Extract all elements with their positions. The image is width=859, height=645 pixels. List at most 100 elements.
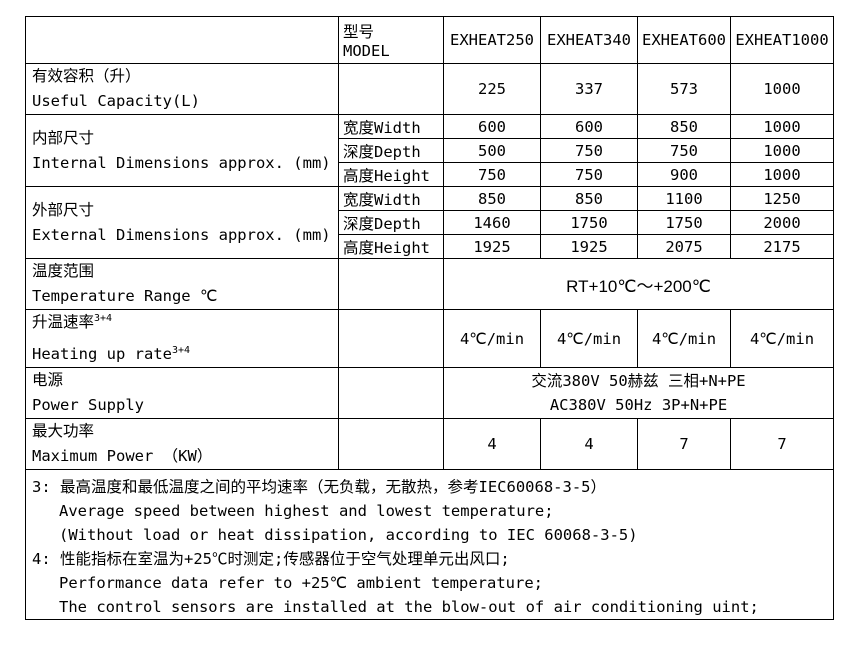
external-width-value: 850 [443,186,541,211]
external-depth-value: 2000 [730,210,834,235]
external-depth-value: 1750 [637,210,731,235]
internal-label-en: Internal Dimensions approx. (mm) [32,153,331,172]
external-depth-row: 深度Depth 1460 1750 1750 2000 [26,210,834,235]
internal-dimensions-label-cell: 内部尺寸 Internal Dimensions approx. (mm) [25,114,339,187]
footnotes-row: 3: 最高温度和最低温度之间的平均速率（无负载，无散热，参考IEC60068-3… [25,469,834,620]
footnote-4-line-en-2: The control sensors are installed at the… [59,598,759,616]
heating-rate-value: 4℃/min [540,309,638,368]
internal-width-label: 宽度Width [338,114,444,139]
internal-height-label: 高度Height [338,162,444,187]
external-width-row: 外部尺寸 External Dimensions approx. (mm) 宽度… [25,186,834,259]
power-supply-value-cell: 交流380V 50赫兹 三相+N+PE AC380V 50Hz 3P+N+PE [443,367,834,419]
power-supply-row: 电源 Power Supply 交流380V 50赫兹 三相+N+PE AC38… [25,367,834,419]
external-depth-value: 1460 [443,210,541,235]
power-supply-label-cell: 电源 Power Supply [25,367,339,419]
internal-width-value: 1000 [730,114,834,139]
capacity-label-cn: 有效容积（升） [32,67,141,85]
footnote-4-line-cn: 4: 性能指标在室温为+25℃时测定;传感器位于空气处理单元出风口; [32,550,510,568]
external-height-value: 1925 [443,234,541,259]
external-width-value: 850 [540,186,638,211]
internal-height-value: 750 [443,162,541,187]
max-power-label-cn: 最大功率 [32,422,95,440]
temperature-label-en: Temperature Range ℃ [32,287,218,305]
internal-depth-value: 750 [540,138,638,163]
internal-depth-value: 500 [443,138,541,163]
power-sub-empty-cell [338,367,444,419]
internal-height-row: 高度Height 750 750 900 1000 [26,162,834,187]
internal-height-value: 750 [540,162,638,187]
external-width-value: 1100 [637,186,731,211]
internal-width-value: 600 [443,114,541,139]
power-label-cn: 电源 [32,371,64,389]
external-height-value: 2175 [730,234,834,259]
external-label-en: External Dimensions approx. (mm) [32,225,331,244]
internal-width-row: 内部尺寸 Internal Dimensions approx. (mm) 宽度… [25,114,834,187]
heating-footnote-ref: 3+4 [94,312,113,324]
internal-depth-label: 深度Depth [338,138,444,163]
heating-rate-value: 4℃/min [443,309,541,368]
temperature-label-cn: 温度范围 [32,262,95,280]
capacity-value: 1000 [730,63,834,115]
external-height-row: 高度Height 1925 1925 2075 2175 [26,234,834,259]
capacity-sub-empty-cell [338,63,444,115]
temperature-label-cell: 温度范围 Temperature Range ℃ [25,258,339,310]
header-row: 型号 MODEL EXHEAT250 EXHEAT340 EXHEAT600 E… [25,16,834,64]
external-width-label: 宽度Width [338,186,444,211]
model-label-cell: 型号 MODEL [338,16,444,64]
max-power-value: 7 [730,418,834,470]
max-power-label-cell: 最大功率 Maximum Power （KW） [25,418,339,470]
model-name-exheat340: EXHEAT340 [540,16,638,64]
model-label-cn: 型号 [343,23,375,41]
max-power-value: 4 [540,418,638,470]
heating-footnote-ref: 3+4 [171,344,191,356]
header-empty-cell [25,16,339,64]
internal-depth-row: 深度Depth 500 750 750 1000 [26,138,834,163]
heating-label-en: Heating up rate3+4 [32,344,191,363]
max-power-sub-empty-cell [338,418,444,470]
internal-height-value: 900 [637,162,731,187]
external-height-label: 高度Height [338,234,444,259]
external-width-value: 1250 [730,186,834,211]
model-label-en: MODEL [343,42,390,60]
internal-depth-value: 1000 [730,138,834,163]
footnote-3-line-en-2: (Without load or heat dissipation, accor… [59,526,638,544]
external-height-value: 1925 [540,234,638,259]
capacity-value: 573 [637,63,731,115]
heating-rate-value: 4℃/min [730,309,834,368]
heating-rate-row: 升温速率3+4 Heating up rate3+4 4℃/min 4℃/min… [25,309,834,368]
model-name-exheat1000: EXHEAT1000 [730,16,834,64]
capacity-label-cell: 有效容积（升） Useful Capacity(L) [25,63,339,115]
max-power-label-en: Maximum Power （KW） [32,447,213,465]
internal-label-cn: 内部尺寸 [32,128,95,147]
heating-label-cn: 升温速率3+4 [32,312,113,331]
model-name-exheat600: EXHEAT600 [637,16,731,64]
external-depth-label: 深度Depth [338,210,444,235]
capacity-value: 337 [540,63,638,115]
external-label-cn: 外部尺寸 [32,200,95,219]
max-power-value: 7 [637,418,731,470]
footnote-3-line-cn: 3: 最高温度和最低温度之间的平均速率（无负载，无散热，参考IEC60068-3… [32,478,606,496]
spec-table: 型号 MODEL EXHEAT250 EXHEAT340 EXHEAT600 E… [25,16,834,620]
internal-width-value: 850 [637,114,731,139]
capacity-value: 225 [443,63,541,115]
internal-height-value: 1000 [730,162,834,187]
power-label-en: Power Supply [32,396,144,414]
external-height-value: 2075 [637,234,731,259]
heating-sub-empty-cell [338,309,444,368]
max-power-value: 4 [443,418,541,470]
model-name-exheat250: EXHEAT250 [443,16,541,64]
internal-width-value: 600 [540,114,638,139]
max-power-row: 最大功率 Maximum Power （KW） 4 4 7 7 [25,418,834,470]
internal-depth-value: 750 [637,138,731,163]
heating-rate-value: 4℃/min [637,309,731,368]
footnotes-cell: 3: 最高温度和最低温度之间的平均速率（无负载，无散热，参考IEC60068-3… [25,469,834,620]
external-dimensions-label-cell: 外部尺寸 External Dimensions approx. (mm) [25,186,339,259]
power-supply-value-cn: 交流380V 50赫兹 三相+N+PE [531,372,746,390]
temperature-range-value: RT+10℃～+200℃ [443,258,834,310]
footnote-4-line-en-1: Performance data refer to +25℃ ambient t… [59,574,543,592]
heating-rate-label-cell: 升温速率3+4 Heating up rate3+4 [25,309,339,368]
power-supply-value-en: AC380V 50Hz 3P+N+PE [549,396,728,414]
temperature-range-row: 温度范围 Temperature Range ℃ RT+10℃～+200℃ [25,258,834,310]
temperature-sub-empty-cell [338,258,444,310]
